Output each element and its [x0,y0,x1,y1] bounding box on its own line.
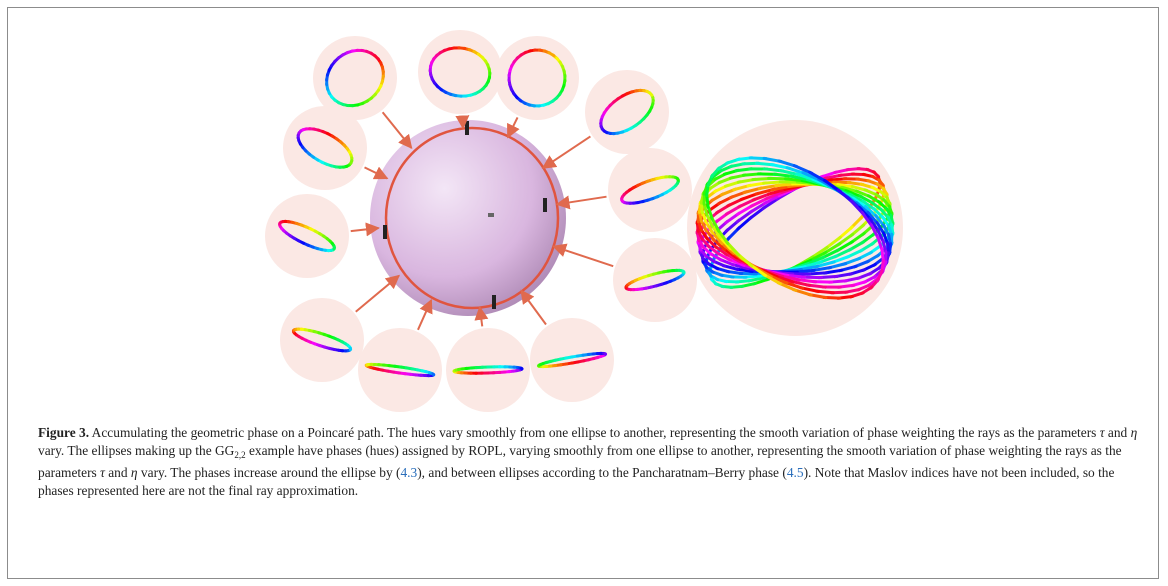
figure-frame [7,7,1159,579]
symbol: τ [1099,425,1105,440]
symbol: τ [100,465,105,480]
ellipse-segment [648,91,654,97]
ellipse-disc [418,30,502,114]
arrow [364,166,389,180]
arrow [474,305,489,327]
ellipse-disc [283,106,367,190]
caption-text: ). Note that Maslov indices have not bee… [38,465,1115,498]
arrow [541,135,591,169]
arrow [350,222,380,237]
ellipse-disc [613,238,697,322]
ellipse-segment [875,269,884,283]
figure-caption: Figure 3. Accumulating the geometric pha… [38,424,1138,500]
ellipse-segment [373,54,380,61]
ellipse-disc [585,70,669,154]
ellipse-segment [349,159,354,165]
ellipse-disc [265,194,349,278]
ellipse-segment [519,366,524,371]
ellipse-segment [889,213,895,226]
subscript: 2,2 [234,450,246,460]
figure-illustration [265,30,903,412]
arrow [417,298,433,331]
ellipse-segment [547,51,556,57]
ellipse-segment [885,195,892,206]
arrow [552,243,614,268]
arrow [520,289,547,326]
path-tick [383,225,387,239]
ellipse-disc [280,298,364,382]
ellipse-disc [358,328,442,412]
ellipse-segment [681,269,686,274]
caption-text: and [1104,425,1131,440]
path-tick [543,198,547,212]
caption-text: and [104,465,131,480]
ellipse-segment [877,178,885,188]
figure-label: Figure 3. [38,425,90,440]
caption-text: Accumulating the geometric phase on a Po… [89,425,1100,440]
arrow [555,195,607,210]
path-tick [492,295,496,309]
ellipse-disc [608,148,692,232]
equation-link[interactable]: 4.3 [400,465,418,480]
symbol: η [1130,425,1138,440]
ellipse-segment [890,223,895,236]
arrow [355,274,401,313]
ellipse-segment [872,170,881,179]
equation-link[interactable]: 4.5 [786,465,804,480]
ellipse-disc [446,328,530,412]
path-tick [465,121,469,135]
ellipse-segment [457,46,467,51]
ellipse-disc [530,318,614,402]
arrow [506,117,520,139]
ellipse-segment [603,352,607,356]
arrow [381,111,413,150]
ellipse-segment [675,176,680,182]
caption-text: example have phases (hues) assigned by R… [38,443,1122,480]
poincare-sphere [370,120,566,316]
ellipse-segment [881,186,889,197]
poincare-path [384,126,560,310]
symbol: η [130,465,138,480]
caption-text: ), and between ellipses according to the… [417,465,787,480]
ellipse-segment [887,204,894,216]
ellipse-disc [495,36,579,120]
center-mark [488,213,494,217]
caption-text: vary. The phases increase around the ell… [137,465,401,480]
arrow [455,115,470,130]
caption-text: vary. The ellipses making up the GG [38,443,235,458]
